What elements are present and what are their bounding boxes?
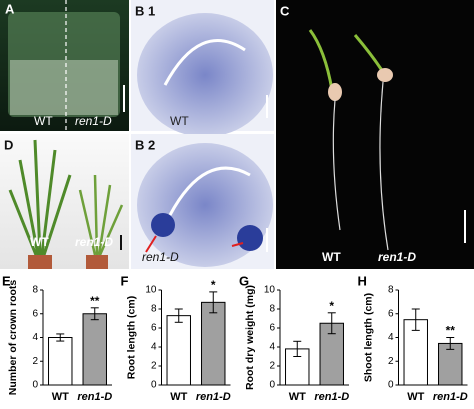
x-tick-label: ren1-D [433, 391, 468, 403]
error-bar [90, 307, 99, 321]
y-tick-label: 8 [388, 285, 394, 296]
bar [48, 337, 73, 386]
panel-letter: H [358, 273, 367, 288]
y-tick-label: 6 [388, 308, 394, 319]
y-tick-label: 0 [388, 380, 394, 391]
panel-letter: C [280, 3, 290, 18]
x-tick-label: ren1-D [196, 391, 231, 403]
bar [166, 315, 191, 386]
photo-b1: B 1 WT [131, 0, 274, 137]
y-tick-label: 4 [388, 332, 394, 343]
photo-label: ren1-D [75, 235, 113, 249]
photo-label: WT [322, 250, 341, 264]
panel-letter: D [4, 137, 13, 152]
y-tick-label: 0 [151, 380, 157, 391]
y-tick-label: 2 [269, 361, 275, 372]
y-axis-label: Shoot length (cm) [362, 293, 374, 382]
panel-letter: F [121, 273, 129, 288]
y-axis-label: Root dry weight (mg) [244, 285, 256, 390]
y-tick-label: 2 [388, 356, 394, 367]
significance: * [211, 278, 216, 292]
error-bar [446, 337, 455, 350]
photo-a: A WT ren1-D [0, 0, 129, 131]
x-tick-label: ren1-D [314, 391, 349, 403]
error-bar [327, 312, 336, 335]
photo-label: WT [34, 114, 53, 128]
y-tick-label: 8 [151, 304, 157, 315]
x-tick-label: ren1-D [77, 391, 112, 403]
x-tick-label: WT [407, 391, 424, 403]
bar [82, 313, 107, 386]
y-axis-label: Root length (cm) [125, 296, 137, 379]
y-tick-label: 10 [264, 285, 276, 296]
photo-label: WT [30, 235, 49, 249]
bar [201, 301, 226, 386]
error-bar [411, 308, 420, 331]
photo-label: WT [170, 114, 189, 128]
y-tick-label: 4 [269, 342, 275, 353]
error-bar [56, 333, 65, 342]
y-tick-label: 2 [32, 356, 38, 367]
panel-letter: G [239, 273, 249, 288]
y-tick-label: 6 [269, 323, 275, 334]
panel-letter: E [2, 273, 11, 288]
photo-label: ren1-D [378, 250, 416, 264]
y-tick-label: 2 [151, 361, 157, 372]
error-bar [174, 308, 183, 323]
y-tick-label: 8 [269, 304, 275, 315]
panel-letter: B 2 [135, 137, 155, 152]
y-tick-label: 6 [151, 323, 157, 334]
photo-c: C WT ren1-D [276, 0, 474, 269]
x-tick-label: WT [52, 391, 69, 403]
significance: ** [446, 324, 456, 338]
error-bar [209, 291, 218, 314]
panel-letter: B 1 [135, 3, 155, 18]
significance: * [329, 299, 334, 313]
photo-label: ren1-D [142, 250, 179, 264]
photo-d: D WT ren1-D [0, 134, 129, 269]
y-tick-label: 0 [32, 380, 38, 391]
error-bar [293, 340, 302, 357]
x-tick-label: WT [289, 391, 306, 403]
y-tick-label: 0 [269, 380, 275, 391]
x-tick-label: WT [170, 391, 187, 403]
y-tick-label: 4 [32, 332, 38, 343]
y-tick-label: 6 [32, 308, 38, 319]
panel-letter: A [5, 1, 15, 16]
y-axis-label: Number of crown roots [7, 280, 19, 396]
significance: ** [90, 294, 100, 308]
photo-b2: B 2 ren1-D [131, 134, 274, 269]
y-tick-label: 10 [145, 285, 157, 296]
y-tick-label: 8 [32, 285, 38, 296]
photo-label: ren1-D [75, 114, 112, 128]
y-tick-label: 4 [151, 342, 157, 353]
